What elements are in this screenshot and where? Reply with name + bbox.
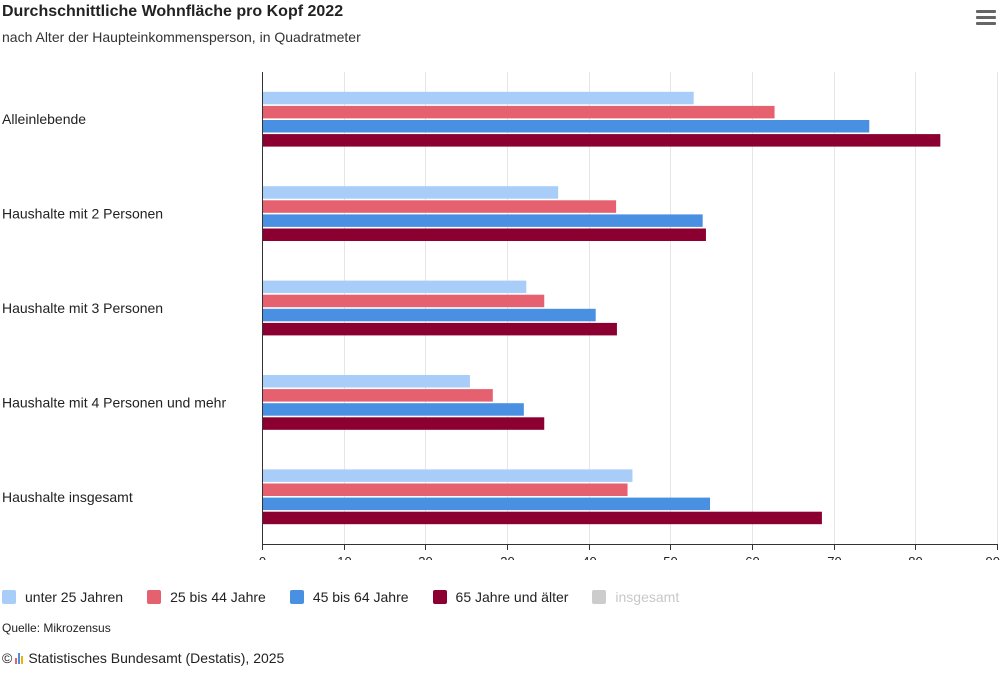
legend-item[interactable]: 25 bis 44 Jahre: [147, 589, 266, 605]
logo-bar: [15, 657, 18, 664]
chart-subtitle: nach Alter der Haupteinkommensperson, in…: [2, 29, 361, 45]
copyright-symbol: ©: [2, 650, 13, 666]
bar-3-4: [262, 322, 617, 336]
x-tick-label: 40: [582, 554, 596, 560]
category-label: Haushalte mit 4 Personen und mehr: [2, 394, 226, 410]
bar-5-1: [262, 469, 633, 482]
x-tick-label: 0: [259, 554, 266, 560]
x-tick-label: 10: [337, 554, 351, 560]
category-label: Haushalte insgesamt: [2, 489, 133, 505]
source-note: Quelle: Mikrozensus: [2, 621, 111, 635]
legend-swatch: [432, 590, 447, 604]
bar-2-4: [262, 228, 706, 241]
logo-bar: [21, 655, 24, 664]
legend-item[interactable]: 65 Jahre und älter: [432, 589, 569, 605]
legend-label: insgesamt: [615, 589, 680, 605]
bar-1-4: [262, 134, 941, 147]
x-tick-label: 90: [986, 554, 1000, 560]
legend: unter 25 Jahren 25 bis 44 Jahre 45 bis 64 …: [2, 587, 703, 607]
bar-2-3: [262, 214, 703, 227]
bar-2-1: [262, 186, 559, 199]
bar-5-4: [262, 511, 822, 525]
legend-swatch: [2, 590, 16, 604]
x-tick-label: 30: [500, 554, 514, 560]
bar-4-3: [262, 403, 524, 416]
x-tick-label: 50: [663, 554, 677, 560]
legend-label: 25 bis 44 Jahre: [170, 589, 266, 605]
logo-bar: [18, 652, 21, 664]
bar-3-2: [262, 294, 545, 308]
legend-swatch: [592, 590, 607, 604]
chart-title: Durchschnittliche Wohnfläche pro Kopf 20…: [2, 3, 344, 20]
category-label: Haushalte mit 3 Personen: [2, 300, 163, 316]
hamburger-menu-icon[interactable]: [976, 10, 996, 26]
bar-4-1: [262, 375, 470, 388]
x-tick-label: 60: [745, 554, 759, 560]
category-label: Haushalte mit 2 Personen: [2, 206, 163, 222]
bar-1-3: [262, 120, 870, 133]
bar-1-1: [262, 91, 694, 105]
bar-2-2: [262, 200, 617, 213]
bar-4-2: [262, 389, 493, 402]
legend-label: unter 25 Jahren: [25, 589, 124, 605]
legend-swatch: [289, 590, 304, 604]
destatis-logo-icon: [15, 652, 24, 664]
legend-item[interactable]: 45 bis 64 Jahre: [289, 589, 409, 605]
x-tick-label: 80: [908, 554, 922, 560]
legend-item[interactable]: insgesamt: [592, 589, 679, 605]
copyright-text: Statistisches Bundesamt (Destatis), 2025: [28, 650, 285, 666]
x-tick-label: 20: [418, 554, 432, 560]
bar-3-3: [262, 308, 596, 322]
x-tick-label: 70: [827, 554, 841, 560]
bar-4-4: [262, 417, 545, 430]
legend-swatch: [147, 590, 162, 604]
legend-item[interactable]: unter 25 Jahren: [2, 589, 123, 605]
bar-1-2: [262, 105, 775, 119]
bar-5-3: [262, 497, 711, 511]
legend-label: 45 bis 64 Jahre: [312, 589, 409, 605]
bar-5-2: [262, 483, 628, 496]
bar-chart: Alleinlebende Haushalte mit 2 Personen Hau…: [2, 72, 1000, 560]
category-label: Alleinlebende: [2, 111, 86, 127]
legend-label: 65 Jahre und älter: [455, 589, 569, 605]
copyright-line: © Statistisches Bundesamt (Destatis), 20…: [2, 650, 284, 666]
bar-3-1: [262, 280, 527, 294]
